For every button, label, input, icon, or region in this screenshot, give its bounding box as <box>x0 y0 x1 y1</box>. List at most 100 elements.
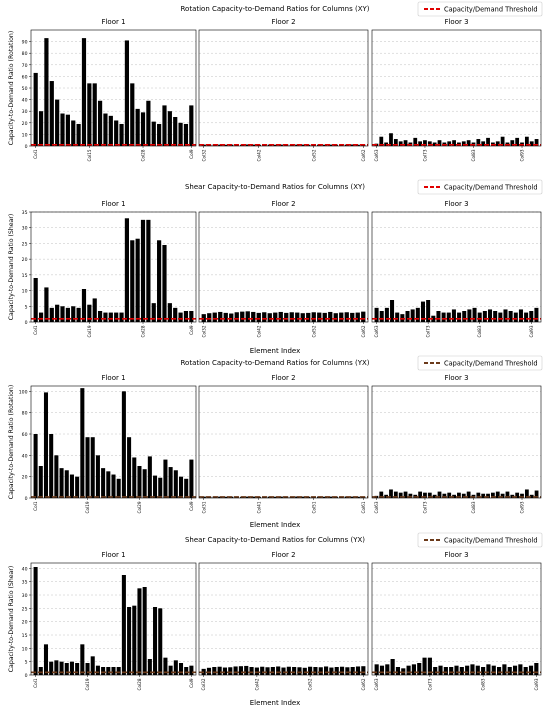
bar <box>178 663 184 675</box>
legend-box <box>417 179 543 195</box>
bar <box>529 141 534 146</box>
y-tick-label: 35 <box>22 580 28 586</box>
panel-frame <box>30 29 197 147</box>
x-tick-label: Col28 <box>137 678 142 690</box>
bar <box>162 245 167 322</box>
bar <box>111 474 116 498</box>
bar <box>395 312 400 322</box>
x-tick-label: Col1 <box>33 149 38 159</box>
x-tick-label: Col29 <box>137 501 142 513</box>
bar <box>163 657 168 675</box>
x-tick-label: Col28 <box>141 325 146 337</box>
y-tick-label: 100 <box>19 389 28 395</box>
bar <box>90 656 95 675</box>
bar <box>395 667 401 675</box>
bar <box>534 307 539 322</box>
bar <box>379 311 384 322</box>
bar <box>379 665 385 675</box>
bar <box>389 133 393 146</box>
bar <box>433 667 438 675</box>
bar <box>390 300 395 322</box>
panel-title: Floor 3 <box>444 200 468 208</box>
panel-title: Floor 3 <box>444 551 468 559</box>
bar <box>374 664 379 675</box>
chart-title: Shear Capacity-to-Demand Ratios for Colu… <box>185 536 365 544</box>
x-tick-label: Col93 <box>520 501 525 513</box>
bar <box>245 496 250 498</box>
bar <box>80 388 85 498</box>
bar <box>157 240 162 322</box>
bar <box>389 489 393 498</box>
bar <box>168 665 173 675</box>
bar <box>481 493 486 498</box>
bar <box>142 587 147 675</box>
x-tick-label: Col83 <box>481 678 486 690</box>
bar <box>497 667 502 675</box>
panel-frame <box>371 562 542 676</box>
panel-floor-2: Floor 2 Col31 Col41 Col51 Col61 <box>198 374 369 513</box>
bar <box>423 140 427 146</box>
bar <box>426 300 431 322</box>
bar <box>127 607 132 675</box>
bar <box>222 667 228 675</box>
bar <box>273 144 278 146</box>
y-tick-label: 5 <box>25 304 28 310</box>
x-tick-label: Col83 <box>471 149 476 161</box>
bar <box>81 38 87 147</box>
bar <box>427 657 432 675</box>
bar <box>534 490 539 498</box>
bar <box>54 660 59 675</box>
bar <box>452 494 456 498</box>
panel-title: Floor 1 <box>101 18 125 26</box>
bar <box>422 657 427 675</box>
bar <box>157 123 162 146</box>
bar <box>413 137 418 146</box>
bar <box>443 667 448 675</box>
bar <box>306 312 311 322</box>
bar <box>322 496 327 498</box>
x-tick-label: Col63 <box>374 149 379 161</box>
bar <box>398 141 403 146</box>
bar <box>97 100 103 146</box>
bar <box>49 307 54 322</box>
bar <box>183 123 189 146</box>
y-tick-label: 30 <box>22 593 28 599</box>
y-tick-label: 15 <box>22 633 28 639</box>
bar <box>132 457 137 498</box>
bar <box>524 312 529 322</box>
bar <box>447 141 452 146</box>
bar <box>135 238 140 322</box>
bar <box>518 664 523 675</box>
bar <box>284 312 289 322</box>
y-tick-label: 25 <box>22 241 28 247</box>
chart-title: Rotation Capacity-to-Demand Ratios for C… <box>181 5 370 13</box>
bar <box>147 659 152 675</box>
bar <box>184 478 189 498</box>
panel-frame <box>30 211 197 323</box>
x-tick-label: Col1 <box>33 678 38 688</box>
panel-floor-2: Floor 2 Col32 Col42 Col52 Col62 <box>198 200 369 337</box>
bar <box>295 312 300 322</box>
x-tick-label: Col19 <box>87 325 92 337</box>
bar <box>130 83 135 146</box>
bar <box>385 664 390 675</box>
bar <box>60 113 65 146</box>
y-tick-label: 20 <box>22 257 28 263</box>
bar <box>218 311 223 322</box>
bar <box>273 496 278 498</box>
x-tick-label: Col52 <box>311 149 316 161</box>
bar <box>270 667 275 675</box>
x-tick-label: Col52 <box>308 678 313 690</box>
bar <box>442 493 447 498</box>
bar <box>87 304 92 322</box>
bar <box>38 111 44 146</box>
bar <box>476 492 481 498</box>
bar <box>379 491 384 498</box>
x-tick-label: Col93 <box>520 149 525 161</box>
bar <box>38 466 43 498</box>
bar <box>524 136 529 146</box>
bar <box>317 312 322 322</box>
bar <box>436 311 441 322</box>
x-tick-label: Col83 <box>471 501 476 513</box>
bar <box>49 81 54 146</box>
